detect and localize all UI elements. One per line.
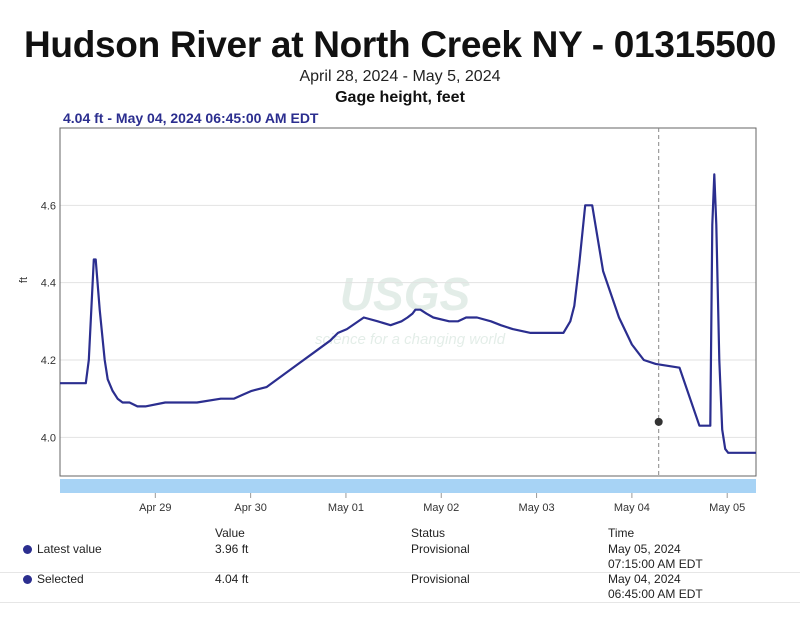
row-time-date: May 05, 2024 (608, 542, 681, 556)
row-status: Provisional (411, 572, 470, 586)
usgs-watermark-tagline: science for a changing world (315, 331, 506, 348)
plot-frame (59, 127, 757, 477)
chart-title: Hudson River at North Creek NY - 0131550… (24, 24, 776, 65)
selected-point-readout: 4.04 ft - May 04, 2024 06:45:00 AM EDT (63, 110, 319, 126)
row-time-date: May 04, 2024 (608, 572, 681, 586)
header-value: Value (215, 526, 245, 540)
x-tick-label: May 01 (328, 502, 364, 514)
header-time: Time (608, 526, 635, 540)
row-time-clock: 06:45:00 AM EDT (608, 587, 703, 601)
x-tick-label: May 02 (423, 502, 459, 514)
series-dot-icon (23, 545, 32, 554)
y-axis-label: ft (18, 277, 30, 283)
x-axis: Apr 29 Apr 30 May 01 May 02 May 03 May 04 May … (139, 493, 745, 514)
grid-lines (60, 204, 756, 438)
x-tick-label: May 04 (614, 502, 650, 514)
x-tick-label: May 05 (709, 502, 745, 514)
time-range-brush[interactable] (60, 479, 756, 493)
y-axis: 4.0 4.2 4.4 4.6 (41, 200, 56, 444)
chart-date-range: April 28, 2024 - May 5, 2024 (299, 68, 501, 85)
y-tick-label: 4.2 (41, 355, 56, 367)
row-time-clock: 07:15:00 AM EDT (608, 557, 703, 571)
row-selected[interactable]: Selected 4.04 ft Provisional May 04, 202… (0, 572, 800, 603)
series-dot-icon (23, 575, 32, 584)
header-status: Status (411, 526, 446, 540)
y-tick-label: 4.6 (41, 200, 56, 212)
row-status: Provisional (411, 542, 470, 556)
usgs-watermark-logo: USGS (340, 268, 471, 320)
row-value: 3.96 ft (215, 542, 249, 556)
x-tick-label: May 03 (519, 502, 555, 514)
row-label: Latest value (37, 542, 102, 556)
hydrograph-chart[interactable]: USGS science for a changing world 4.0 4.2… (0, 0, 800, 520)
row-label: Selected (37, 572, 84, 586)
y-tick-label: 4.4 (41, 278, 56, 290)
x-tick-label: Apr 29 (139, 502, 171, 514)
chart-parameter: Gage height, feet (335, 89, 465, 106)
gage-height-line (60, 173, 756, 454)
row-latest-value[interactable]: Latest value 3.96 ft Provisional May 05,… (0, 542, 800, 573)
x-tick-label: Apr 30 (234, 502, 266, 514)
row-value: 4.04 ft (215, 572, 249, 586)
y-tick-label: 4.0 (41, 432, 56, 444)
selected-point-marker[interactable] (654, 417, 663, 426)
usgs-watermark: USGS science for a changing world (315, 268, 506, 348)
